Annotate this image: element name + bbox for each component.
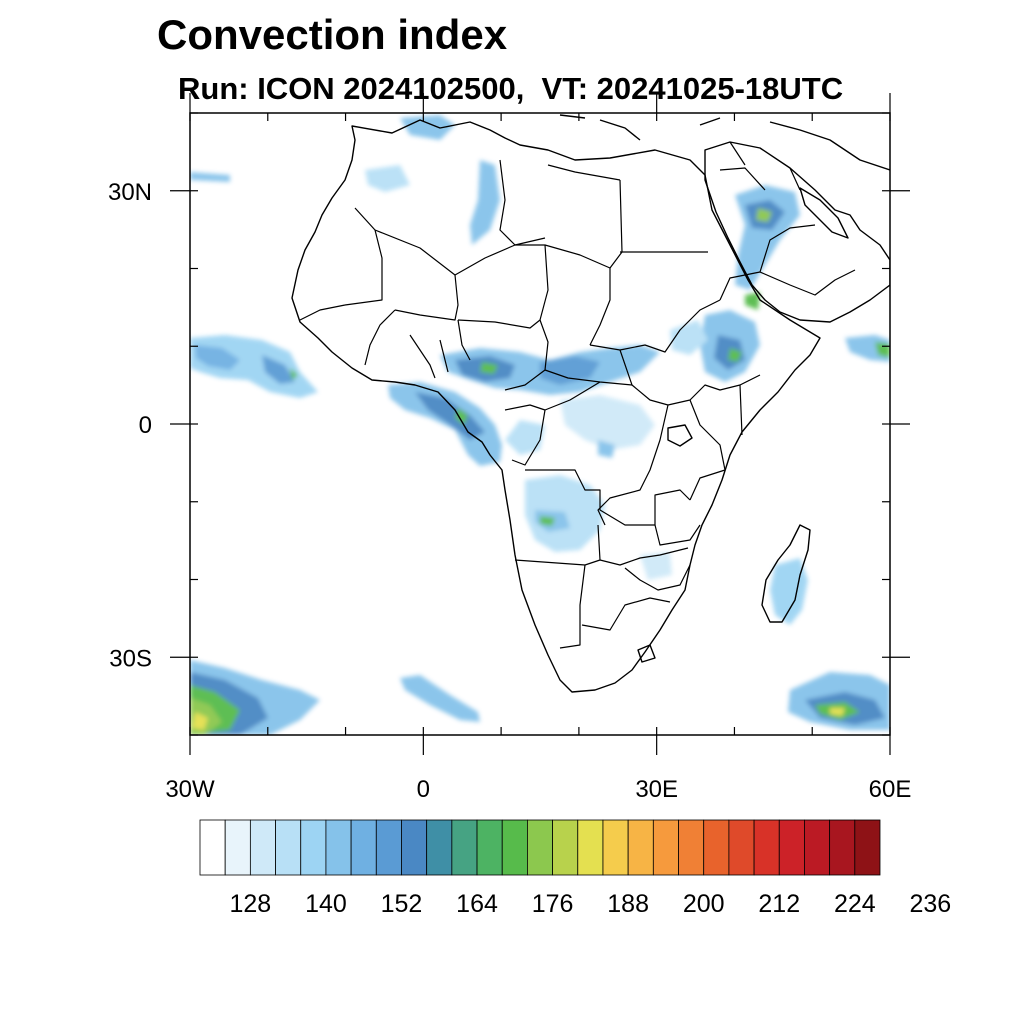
convection-area (290, 368, 298, 380)
convection-area (365, 165, 410, 192)
lesotho (637, 644, 656, 663)
colorbar-swatch (728, 819, 755, 876)
colorbar (199, 819, 881, 876)
lon-tick-label: 0 (417, 776, 430, 803)
colorbar-swatch (249, 819, 276, 876)
colorbar-label: 128 (230, 890, 272, 918)
convection-area (756, 208, 772, 222)
lon-tick-label: 30E (635, 776, 678, 803)
persian-gulf (799, 187, 849, 239)
colorbar-swatch (703, 819, 730, 876)
colorbar-swatch (753, 819, 780, 876)
convection-area (845, 335, 890, 362)
colorbar-swatch (350, 819, 377, 876)
lon-tick-label: 30W (165, 776, 215, 803)
colorbar-swatch (527, 819, 553, 876)
convection-area (470, 160, 500, 245)
convection-area (400, 675, 480, 722)
map-title: Convection index (157, 11, 508, 58)
convection-area (455, 408, 468, 425)
colorbar-swatch (401, 819, 428, 876)
iran-coast (769, 121, 890, 171)
colorbar-swatch (451, 819, 478, 876)
colorbar-swatch (199, 819, 226, 876)
coastlines (291, 114, 890, 693)
colorbar-labels: 128 140 152 164 176 188 200 212 224 236 (230, 890, 952, 918)
convection-area (505, 420, 545, 455)
colorbar-swatch (854, 819, 881, 876)
madagascar-coastline (761, 524, 811, 623)
colorbar-swatch (678, 819, 705, 876)
colorbar-swatch (426, 819, 453, 876)
lon-tick-label: 60E (869, 776, 912, 803)
mediterranean-north (559, 114, 721, 141)
colorbar-label: 188 (607, 890, 649, 918)
colorbar-swatch (804, 819, 831, 876)
colorbar-swatch (602, 819, 629, 876)
convection-area (670, 320, 708, 355)
arabia-coastline (704, 141, 890, 323)
colorbar-swatch (652, 819, 679, 876)
convection-area (770, 558, 808, 625)
convection-area (400, 115, 455, 140)
colorbar-label: 140 (305, 890, 347, 918)
country-borders (299, 141, 856, 649)
convection-area (195, 345, 240, 370)
convection-area (540, 516, 555, 526)
colorbar-swatch (552, 819, 579, 876)
convection-area (598, 440, 615, 458)
convection-area (190, 172, 230, 182)
convection-area (480, 362, 498, 374)
lat-tick-label: 30S (109, 645, 152, 672)
colorbar-swatch (501, 819, 528, 876)
convection-area (640, 552, 672, 580)
convection-area (262, 355, 295, 384)
colorbar-label: 236 (910, 890, 952, 918)
africa-coastline (291, 119, 821, 693)
colorbar-swatch (627, 819, 654, 876)
convection-area (540, 356, 600, 385)
colorbar-swatch (224, 819, 251, 876)
convection-area (388, 382, 502, 466)
axis-tick-labels: 30W 0 30E 60E 30N 0 30S (108, 179, 911, 803)
colorbar-label: 200 (683, 890, 725, 918)
colorbar-label: 224 (834, 890, 876, 918)
colorbar-swatch (577, 819, 604, 876)
lat-tick-label: 30N (108, 179, 152, 206)
convection-area (830, 708, 845, 716)
colorbar-swatch (829, 819, 856, 876)
colorbar-swatch (476, 819, 503, 876)
map-panel (190, 113, 890, 735)
colorbar-label: 212 (758, 890, 800, 918)
lake-victoria (667, 424, 693, 447)
colorbar-label: 164 (456, 890, 498, 918)
convection-area (415, 392, 485, 440)
convection-area (728, 348, 742, 362)
colorbar-swatch (325, 819, 352, 876)
axis-ticks (170, 93, 910, 755)
colorbar-swatch (778, 819, 805, 876)
colorbar-label: 176 (532, 890, 574, 918)
colorbar-label: 152 (381, 890, 423, 918)
lat-tick-label: 0 (139, 412, 152, 439)
convection-area (745, 292, 760, 310)
colorbar-swatch (375, 819, 402, 876)
run-subtitle: Run: ICON 2024102500, VT: 20241025-18UTC (178, 71, 844, 106)
colorbar-swatch (300, 819, 327, 876)
convection-area (192, 712, 208, 730)
colorbar-swatch (275, 819, 302, 876)
convection-area (560, 395, 655, 450)
